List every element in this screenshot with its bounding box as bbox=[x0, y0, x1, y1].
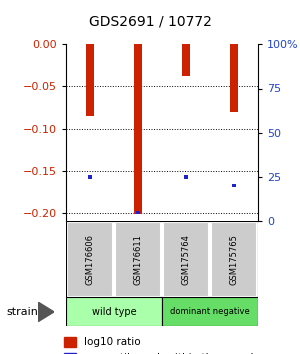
Text: GSM176606: GSM176606 bbox=[85, 234, 94, 285]
Bar bbox=[86, 44, 94, 116]
Text: GSM175765: GSM175765 bbox=[230, 234, 238, 285]
FancyBboxPatch shape bbox=[211, 222, 257, 297]
Text: percentile rank within the sample: percentile rank within the sample bbox=[84, 353, 260, 354]
Bar bbox=[134, 44, 142, 214]
FancyBboxPatch shape bbox=[163, 222, 209, 297]
Text: GSM176611: GSM176611 bbox=[134, 234, 142, 285]
FancyBboxPatch shape bbox=[115, 222, 161, 297]
Bar bbox=[88, 176, 92, 179]
Bar bbox=[184, 176, 188, 179]
FancyBboxPatch shape bbox=[66, 297, 162, 326]
Bar bbox=[182, 44, 190, 76]
FancyBboxPatch shape bbox=[67, 222, 113, 297]
Bar bbox=[232, 184, 236, 188]
Bar bbox=[136, 211, 140, 214]
Polygon shape bbox=[38, 302, 54, 322]
Text: wild type: wild type bbox=[92, 307, 136, 317]
Text: log10 ratio: log10 ratio bbox=[84, 337, 140, 347]
Bar bbox=[230, 44, 238, 112]
Bar bbox=[64, 353, 76, 354]
Bar bbox=[64, 337, 76, 347]
Text: GSM175764: GSM175764 bbox=[182, 234, 190, 285]
Text: dominant negative: dominant negative bbox=[170, 307, 250, 316]
Text: GDS2691 / 10772: GDS2691 / 10772 bbox=[88, 15, 212, 29]
Text: strain: strain bbox=[6, 307, 38, 317]
FancyBboxPatch shape bbox=[162, 297, 258, 326]
